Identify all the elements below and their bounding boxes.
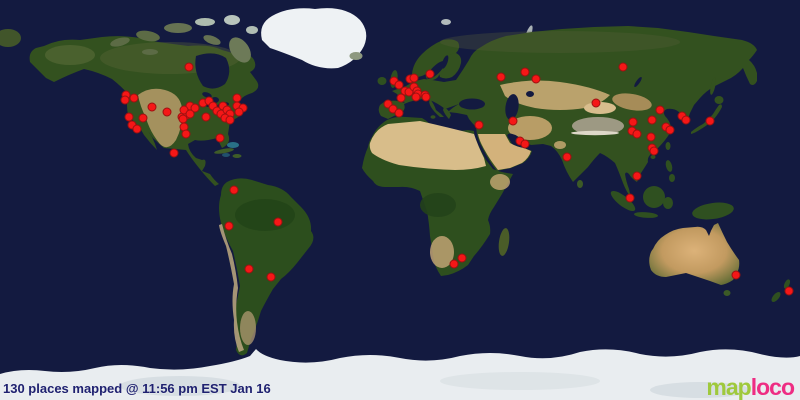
asia-islands	[577, 77, 734, 220]
visitor-marker	[224, 221, 234, 231]
visitor-marker	[396, 93, 406, 103]
visitor-marker	[474, 120, 484, 130]
visitor-marker	[562, 152, 572, 162]
visitor-marker	[681, 115, 691, 125]
visitor-marker	[138, 113, 148, 123]
visitor-marker	[649, 146, 659, 156]
visitor-marker	[147, 102, 157, 112]
eurasia	[377, 26, 757, 198]
visitor-marker	[190, 103, 200, 113]
visitor-marker	[632, 129, 642, 139]
visitor-marker	[215, 133, 225, 143]
visitor-marker	[647, 115, 657, 125]
visitor-marker	[184, 62, 194, 72]
visitor-marker	[162, 107, 172, 117]
visitor-marker	[625, 193, 635, 203]
visitor-marker	[229, 185, 239, 195]
visitor-marker	[383, 99, 393, 109]
visitor-marker	[618, 62, 628, 72]
visitor-marker	[496, 72, 506, 82]
visitor-marker	[273, 217, 283, 227]
visitor-marker	[591, 98, 601, 108]
status-text: 130 places mapped @ 11:56 pm EST Jan 16	[3, 381, 271, 396]
visitor-marker	[129, 93, 139, 103]
visitor-marker	[266, 272, 276, 282]
visitor-marker	[449, 259, 459, 269]
visitor-marker	[201, 112, 211, 122]
visitor-marker	[185, 109, 195, 119]
visitor-marker	[784, 286, 794, 296]
visitor-marker	[394, 80, 404, 90]
africa	[362, 116, 513, 276]
visitor-marker	[665, 125, 675, 135]
visitor-marker	[457, 253, 467, 263]
visitor-marker	[411, 92, 421, 102]
visitor-marker	[520, 67, 530, 77]
logo-map: map	[706, 374, 751, 400]
visitor-marker	[655, 105, 665, 115]
visitor-marker	[120, 95, 130, 105]
visitor-marker	[731, 270, 741, 280]
visitor-marker	[705, 116, 715, 126]
visitor-marker	[394, 108, 404, 118]
visitor-marker	[425, 69, 435, 79]
visitor-marker	[632, 171, 642, 181]
visitor-marker	[181, 129, 191, 139]
visitor-marker	[508, 116, 518, 126]
australia	[649, 223, 791, 302]
visitor-marker	[132, 124, 142, 134]
antarctica	[0, 349, 800, 400]
visitor-marker	[628, 117, 638, 127]
visitor-marker	[244, 264, 254, 274]
visitor-marker	[225, 115, 235, 125]
visitor-marker	[409, 73, 419, 83]
maploco-logo[interactable]: maploco	[706, 374, 795, 400]
visitor-marker	[234, 107, 244, 117]
visitor-marker	[646, 132, 656, 142]
visitor-marker	[169, 148, 179, 158]
visitor-marker	[421, 92, 431, 102]
visitor-marker	[520, 139, 530, 149]
logo-loco: loco	[750, 374, 795, 400]
visitor-marker	[531, 74, 541, 84]
